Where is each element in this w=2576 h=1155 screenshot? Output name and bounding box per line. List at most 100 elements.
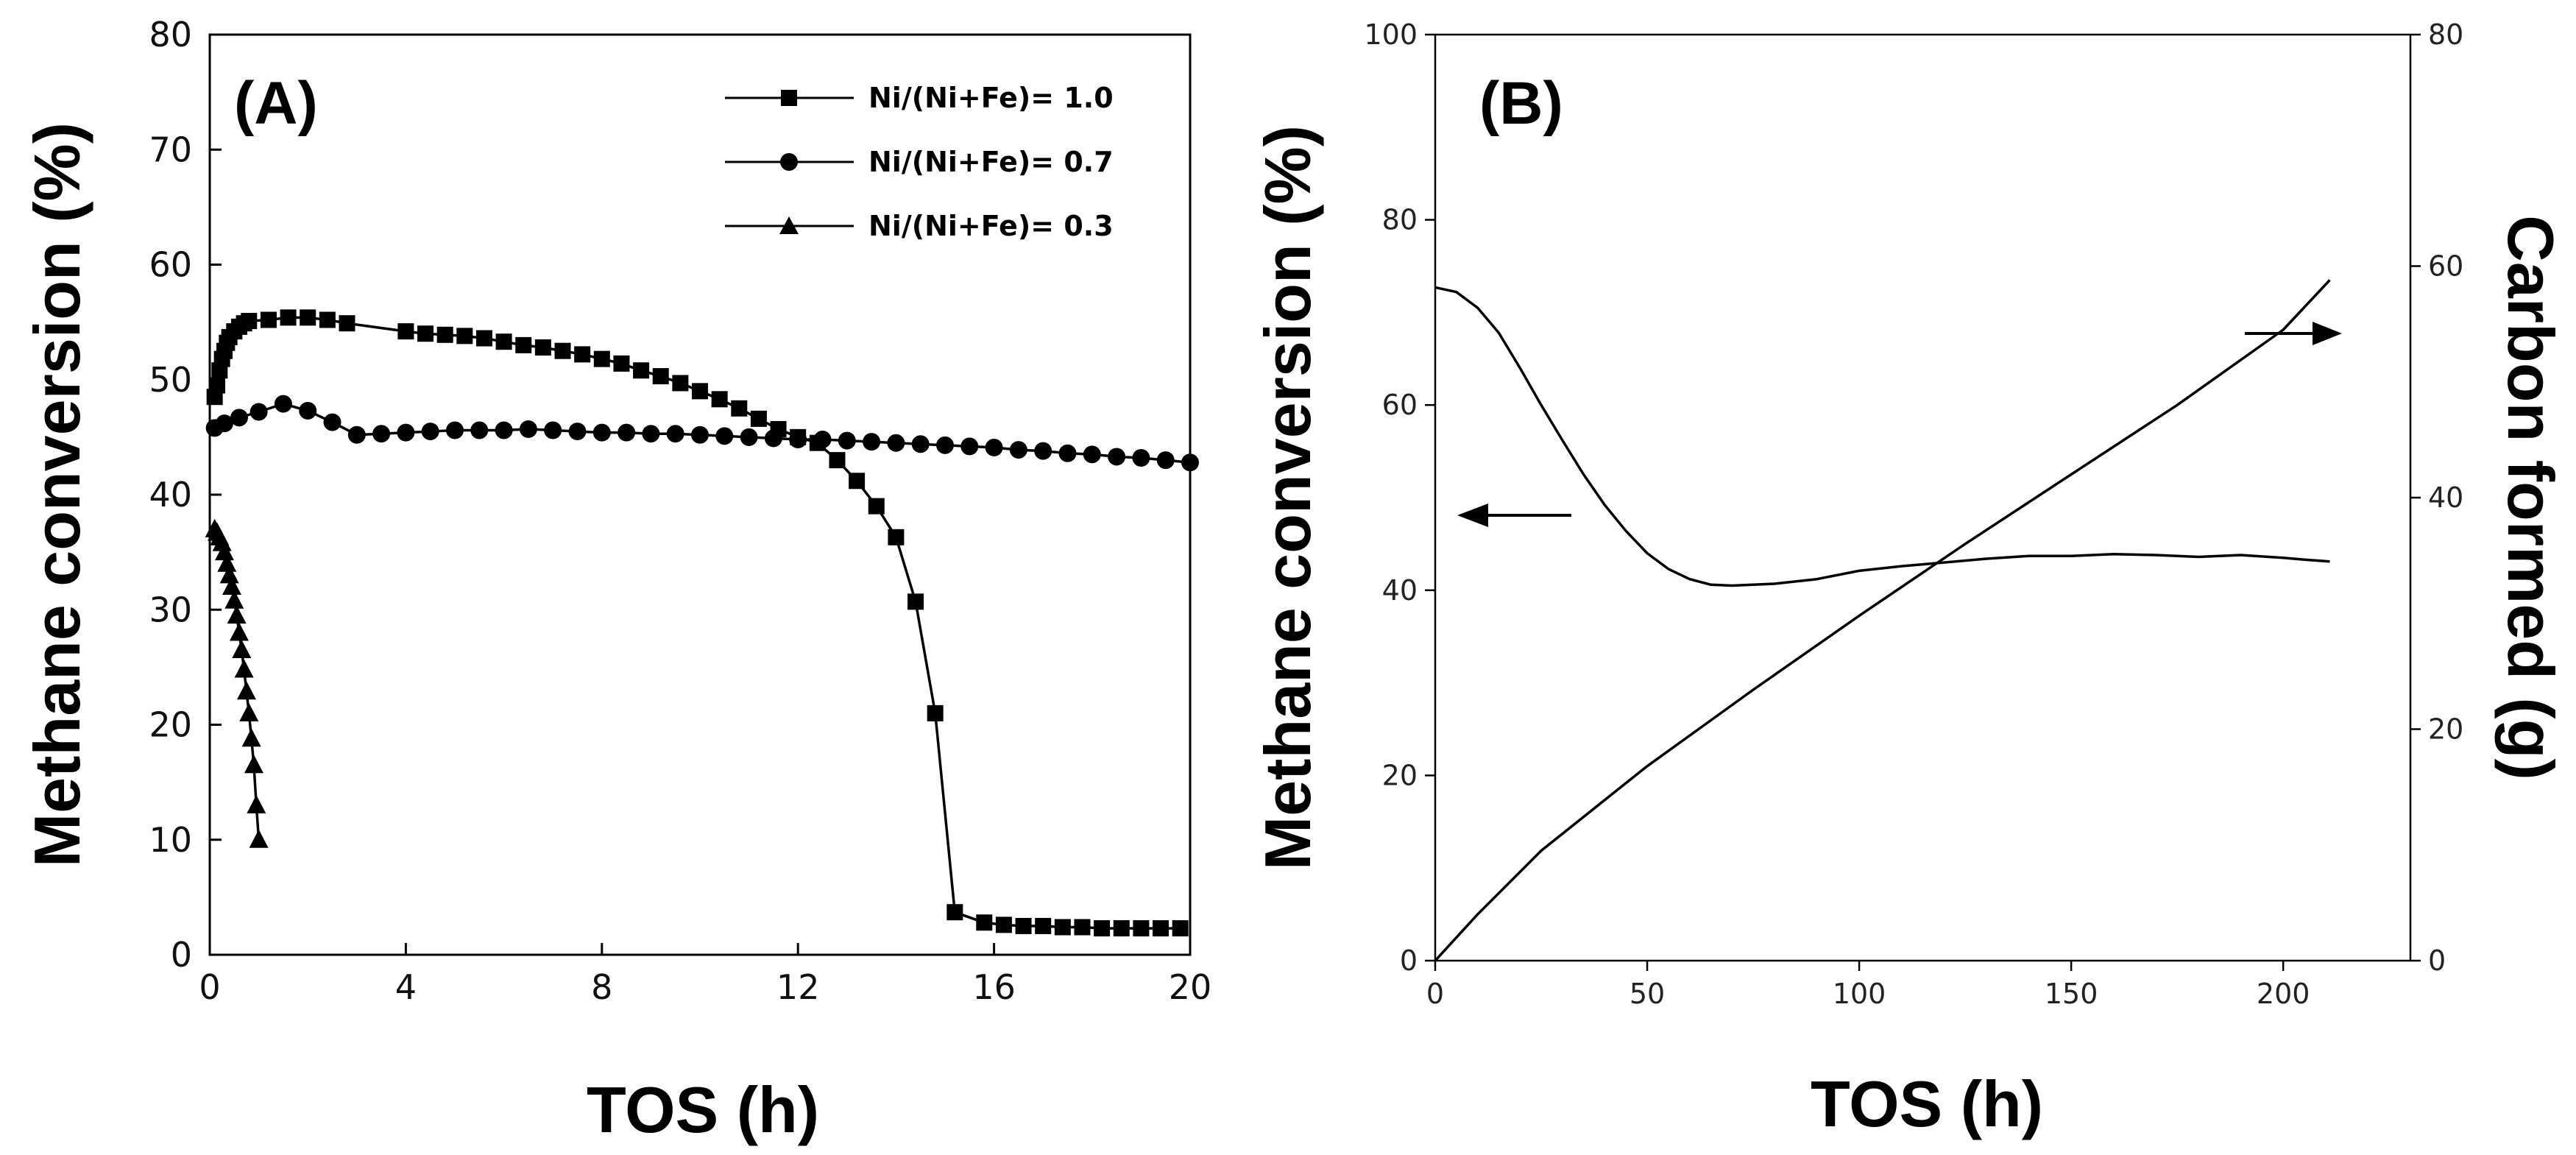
data-point-square bbox=[692, 383, 708, 400]
panel-a-x-axis-title: TOS (h) bbox=[587, 1073, 819, 1146]
data-point-square bbox=[633, 362, 650, 379]
data-point-square bbox=[241, 313, 258, 330]
panel-b-left-y-tick-label: 60 bbox=[1382, 389, 1418, 421]
panel-b-right-y-tick-label: 60 bbox=[2428, 250, 2463, 283]
panel-a-x-tick-label: 0 bbox=[199, 967, 220, 1007]
data-point-circle bbox=[495, 421, 513, 439]
data-point-triangle bbox=[239, 702, 259, 721]
data-point-circle bbox=[960, 437, 979, 456]
data-point-circle bbox=[1083, 445, 1101, 464]
data-point-square bbox=[731, 400, 748, 417]
panel-b-x-tick-label: 150 bbox=[2045, 978, 2098, 1010]
panel-a-y-tick-label: 70 bbox=[149, 130, 192, 169]
panel-a-label: (A) bbox=[234, 70, 318, 137]
left-axis-arrow bbox=[1457, 504, 1571, 527]
panel-a-x-tick-label: 16 bbox=[972, 967, 1016, 1007]
panel-b-right-y-tick-label: 80 bbox=[2428, 18, 2463, 51]
data-point-square bbox=[672, 375, 689, 392]
panel-b-x-axis-title: TOS (h) bbox=[1811, 1067, 2043, 1140]
data-point-square bbox=[593, 350, 610, 367]
data-point-circle bbox=[215, 414, 233, 433]
data-point-circle bbox=[347, 425, 366, 444]
panel-a-y-tick-label: 60 bbox=[149, 245, 192, 285]
data-point-square bbox=[436, 326, 453, 343]
panel-a-y-tick-label: 40 bbox=[149, 475, 192, 515]
panel-a-y-tick-label: 0 bbox=[171, 935, 192, 975]
data-point-square bbox=[319, 311, 336, 328]
data-point-triangle bbox=[219, 565, 239, 584]
data-point-square bbox=[1074, 919, 1091, 936]
data-point-square bbox=[397, 323, 414, 340]
panel-b-left-y-ticks: 0 20 40 60 80 100 bbox=[1364, 18, 1435, 977]
data-point-triangle bbox=[217, 553, 237, 572]
data-point-square bbox=[456, 328, 473, 345]
data-point-square bbox=[995, 916, 1012, 933]
panel-b-right-y-tick-label: 20 bbox=[2428, 713, 2463, 746]
series-circle bbox=[205, 395, 1199, 472]
data-point-circle bbox=[911, 435, 930, 453]
data-point-triangle bbox=[234, 659, 254, 678]
data-point-circle bbox=[813, 431, 832, 448]
data-point-circle bbox=[421, 423, 439, 441]
data-point-circle bbox=[568, 423, 587, 441]
data-point-triangle bbox=[229, 622, 249, 641]
data-point-square bbox=[280, 309, 297, 326]
data-point-square bbox=[1153, 920, 1170, 937]
panel-a-y-tick-label: 10 bbox=[149, 820, 192, 860]
data-point-square bbox=[1035, 917, 1052, 934]
data-point-circle bbox=[274, 395, 292, 413]
data-point-square bbox=[208, 377, 225, 394]
data-point-triangle bbox=[227, 605, 247, 624]
data-point-circle bbox=[446, 421, 464, 439]
data-point-square bbox=[1113, 920, 1130, 937]
panel-b-left-y-tick-label: 0 bbox=[1400, 944, 1418, 977]
data-point-square bbox=[1172, 920, 1189, 937]
data-point-square bbox=[554, 342, 571, 359]
panel-a-series bbox=[205, 309, 1199, 937]
data-point-square bbox=[711, 391, 728, 408]
legend-label-1: Ni/(Ni+Fe)= 1.0 bbox=[868, 82, 1114, 114]
data-point-square bbox=[417, 325, 434, 342]
data-point-square bbox=[888, 529, 905, 545]
panel-b-x-tick-label: 200 bbox=[2257, 978, 2310, 1010]
panel-a-x-tick-label: 20 bbox=[1169, 967, 1212, 1007]
data-point-circle bbox=[299, 401, 317, 420]
panel-a-y-tick-label: 30 bbox=[149, 590, 192, 629]
panel-a-y-tick-label: 80 bbox=[149, 15, 192, 54]
panel-b-y-axis-title: Methane conversion (%) bbox=[1251, 125, 1324, 870]
legend-item-1: Ni/(Ni+Fe)= 1.0 bbox=[725, 82, 1114, 114]
panel-b-x-tick-label: 100 bbox=[1833, 978, 1886, 1010]
data-point-square bbox=[574, 346, 591, 363]
data-point-circle bbox=[1156, 451, 1175, 470]
panel-a-y-axis-title: Methane conversion (%) bbox=[21, 122, 93, 867]
data-point-triangle bbox=[244, 755, 263, 774]
data-point-circle bbox=[592, 423, 611, 442]
data-point-square bbox=[868, 498, 885, 515]
legend-triangle-marker bbox=[779, 216, 799, 234]
data-point-square bbox=[475, 330, 492, 347]
panel-b-right-y-ticks: 0 20 40 60 80 bbox=[2410, 18, 2463, 977]
data-point-square bbox=[613, 355, 630, 372]
data-point-circle bbox=[936, 436, 954, 454]
data-point-circle bbox=[230, 409, 248, 427]
methane-conversion-line bbox=[1434, 286, 2330, 587]
data-point-circle bbox=[838, 431, 856, 450]
data-point-circle bbox=[691, 425, 709, 444]
data-point-circle bbox=[323, 413, 342, 431]
data-point-triangle bbox=[232, 639, 252, 658]
panel-a-chart: 0 4 8 12 16 20 0 10 20 30 40 50 60 70 80 (A) Ni/(Ni+F… bbox=[21, 15, 1211, 1146]
panel-b-series bbox=[1434, 279, 2331, 962]
data-point-square bbox=[339, 315, 355, 332]
data-point-circle bbox=[666, 425, 684, 443]
data-point-circle bbox=[397, 423, 415, 442]
data-point-circle bbox=[887, 434, 905, 452]
data-point-square bbox=[1054, 919, 1071, 936]
panel-b-left-y-tick-label: 80 bbox=[1382, 204, 1418, 236]
panel-a-x-tick-label: 4 bbox=[395, 967, 417, 1007]
data-point-circle bbox=[863, 433, 881, 451]
data-point-triangle bbox=[222, 576, 241, 595]
panel-b-label: (B) bbox=[1479, 70, 1563, 137]
legend-label-2: Ni/(Ni+Fe)= 0.7 bbox=[868, 146, 1114, 178]
data-point-square bbox=[829, 452, 846, 469]
